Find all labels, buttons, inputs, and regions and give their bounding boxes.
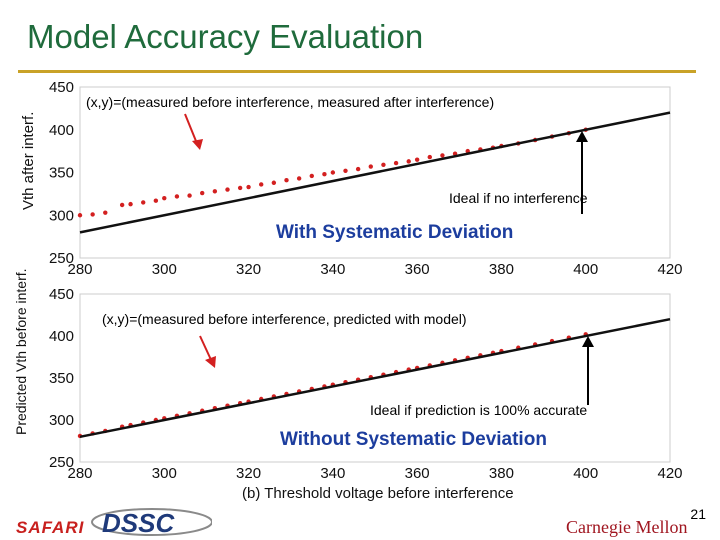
top-data-point [77,213,83,218]
safari-logo: SAFARI [16,518,85,537]
top-data-point [414,157,420,162]
top-ideal-annotation: Ideal if no interference [449,190,588,206]
top-data-point [237,185,243,191]
chart-top: 250 300 350 400 450 280 300 320 340 360 380 400 420… [20,79,683,278]
bottom-x-tick-label: 400 [573,465,598,482]
top-data-point [162,195,167,201]
top-data-point [259,182,264,187]
top-y-tick-label: 450 [49,79,74,96]
top-x-tick-label: 420 [657,261,682,278]
top-annotation: (x,y)=(measured before interference, mea… [86,94,494,110]
top-y-tick-label: 250 [49,250,74,267]
top-data-point [343,168,348,173]
bottom-x-tick-label: 340 [320,465,345,482]
bottom-x-tick-label: 280 [67,465,92,482]
top-data-point [330,170,336,175]
bottom-red-arrowhead [205,356,216,368]
bottom-x-tick-label: 420 [657,465,682,482]
bottom-annotation: (x,y)=(measured before interference, pre… [102,311,467,327]
chart-bottom: 250 300 350 400 450 280 300 320 340 360 380 400 420… [13,268,683,502]
top-data-point [200,190,205,196]
bottom-y-axis-label: Predicted Vth before interf. [13,268,29,435]
top-data-point [103,210,108,215]
bottom-x-tick-label: 320 [236,465,261,482]
top-data-point [128,201,133,207]
top-y-tick-label: 300 [49,207,74,224]
top-data-point [271,180,277,185]
top-data-point [174,194,180,199]
bottom-y-tick-label: 400 [49,328,74,345]
top-ideal-line [79,111,671,234]
bottom-caption: Without Systematic Deviation [280,429,547,450]
top-data-point [141,200,146,205]
dssc-logo: DSSC [82,506,212,538]
bottom-y-ticks: 250 300 350 400 450 [49,286,74,471]
bottom-x-tick-label: 380 [489,465,514,482]
top-x-tick-label: 340 [320,261,345,278]
top-data-point [212,189,218,194]
top-red-arrowhead [192,139,203,150]
top-data-point [225,187,230,192]
bottom-x-axis-label: (b) Threshold voltage before interferenc… [242,485,514,502]
top-x-tick-label: 280 [67,261,92,278]
bottom-black-arrowhead [582,336,594,347]
top-data-point [90,212,95,217]
top-data-point [187,193,192,198]
bottom-ideal-line [79,317,671,439]
top-data-point [119,202,125,208]
top-data-point [153,198,159,203]
svg-text:DSSC: DSSC [102,508,175,538]
top-data-point [284,177,289,183]
page-number: 21 [690,506,706,522]
top-y-tick-label: 400 [49,122,74,139]
top-x-tick-label: 300 [152,261,177,278]
top-data-point [381,162,386,168]
top-data-point [406,159,411,164]
bottom-y-tick-label: 450 [49,286,74,303]
bottom-red-arrow [199,335,213,363]
bottom-x-tick-label: 360 [405,465,430,482]
top-y-ticks: 250 300 350 400 450 [49,79,74,267]
top-black-arrowhead [576,131,588,142]
bottom-y-tick-label: 300 [49,412,74,429]
top-data-point [296,176,302,181]
top-data-point [309,173,314,179]
top-data-point [355,166,361,172]
top-data-point [393,160,399,166]
top-x-tick-label: 320 [236,261,261,278]
bottom-x-ticks: 280 300 320 340 360 380 400 420 [67,465,682,482]
slide-title: Model Accuracy Evaluation [27,18,424,55]
top-y-axis-label: Vth after interf. [20,112,37,210]
top-data-point [368,164,373,169]
top-y-tick-label: 350 [49,165,74,182]
carnegie-mellon-logo: Carnegie Mellon [566,517,688,537]
top-x-ticks: 280 300 320 340 360 380 400 420 [67,261,682,278]
bottom-y-tick-label: 250 [49,454,74,471]
top-x-tick-label: 380 [489,261,514,278]
top-caption: With Systematic Deviation [276,222,513,243]
top-data-point [322,172,327,177]
bottom-x-tick-label: 300 [152,465,177,482]
top-data-point [440,153,445,158]
top-x-tick-label: 360 [405,261,430,278]
top-data-point [427,154,432,160]
title-underline [18,70,696,73]
top-x-tick-label: 400 [573,261,598,278]
bottom-ideal-annotation: Ideal if prediction is 100% accurate [370,402,587,418]
bottom-y-tick-label: 350 [49,370,74,387]
top-data-point [246,184,251,190]
